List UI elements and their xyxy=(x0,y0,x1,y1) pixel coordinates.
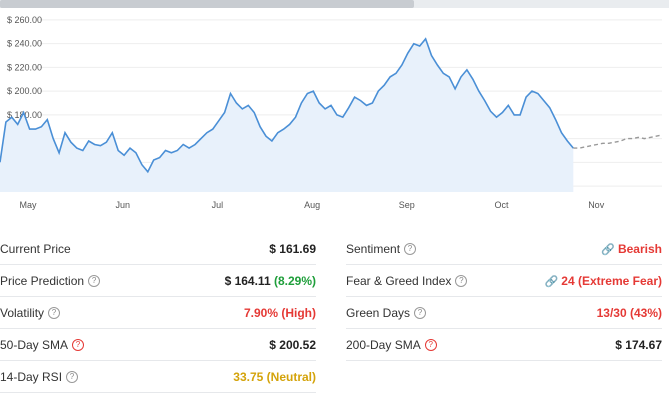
x-tick-label: Nov xyxy=(588,200,605,210)
help-icon[interactable]: ? xyxy=(455,274,468,287)
x-tick-label: May xyxy=(19,200,37,210)
stat-value: $ 164.11 xyxy=(224,273,271,288)
y-tick-label: $ 200.00 xyxy=(7,86,42,96)
x-tick-label: Jun xyxy=(115,200,130,210)
stat-label: Green Days xyxy=(346,305,411,320)
stat-label: Sentiment xyxy=(346,241,401,256)
help-icon[interactable]: ? xyxy=(424,338,437,351)
stat-label: 50-Day SMA xyxy=(0,337,69,352)
horizontal-scrollbar[interactable] xyxy=(0,0,669,8)
forecast-line xyxy=(573,134,663,149)
help-icon[interactable]: ? xyxy=(48,306,61,319)
stat-value: Bearish xyxy=(617,241,662,256)
stat-green-days: Green Days? 13/30 (43%) xyxy=(346,297,662,329)
stat-value: 33.75 (Neutral) xyxy=(233,369,316,384)
stat-label: Volatility xyxy=(0,305,45,320)
stat-label: 200-Day SMA xyxy=(346,337,421,352)
price-line xyxy=(0,37,574,174)
y-tick-label: $ 220.00 xyxy=(7,62,42,72)
link-icon[interactable]: 🔗 xyxy=(544,275,559,288)
stat-label: Current Price xyxy=(0,241,71,256)
stat-value: 13/30 (43%) xyxy=(596,305,662,320)
stat-value: $ 200.52 xyxy=(269,337,316,352)
stat-value: $ 174.67 xyxy=(615,337,662,352)
stat-volatility: Volatility? 7.90% (High) xyxy=(0,297,316,329)
stat-label: Price Prediction xyxy=(0,273,85,288)
x-tick-label: Oct xyxy=(494,200,509,210)
stat-200-day-sma: 200-Day SMA? $ 174.67 xyxy=(346,329,662,361)
link-icon[interactable]: 🔗 xyxy=(601,243,615,256)
stat-value: $ 161.69 xyxy=(269,241,316,256)
help-icon[interactable]: ? xyxy=(88,274,101,287)
stat-14-day-rsi: 14-Day RSI? 33.75 (Neutral) xyxy=(0,361,316,393)
x-tick-label: Aug xyxy=(304,200,320,210)
stat-value: 7.90% (High) xyxy=(243,305,316,320)
stat-label: Fear & Greed Index xyxy=(346,273,452,288)
stats-right: Sentiment? 🔗 Bearish Fear & Greed Index? … xyxy=(346,233,662,361)
stat-value-change: (8.29%) xyxy=(273,273,316,288)
scrollbar-thumb[interactable] xyxy=(0,0,414,8)
x-tick-label: Sep xyxy=(399,200,415,210)
stat-50-day-sma: 50-Day SMA? $ 200.52 xyxy=(0,329,316,361)
x-tick-label: Jul xyxy=(212,200,224,210)
stat-sentiment: Sentiment? 🔗 Bearish xyxy=(346,233,662,265)
stat-label: 14-Day RSI xyxy=(0,369,63,384)
price-chart: $ 260.00$ 240.00$ 220.00$ 200.00$ 180.00… xyxy=(0,15,663,210)
help-icon[interactable]: ? xyxy=(414,306,427,319)
y-tick-label: $ 240.00 xyxy=(7,39,42,49)
stat-fear-greed-index: Fear & Greed Index? 🔗 24 (Extreme Fear) xyxy=(346,265,662,297)
stat-current-price: Current Price $ 161.69 xyxy=(0,233,316,265)
stats-left: Current Price $ 161.69 Price Prediction?… xyxy=(0,233,316,393)
help-icon[interactable]: ? xyxy=(66,370,79,383)
stat-value: 24 (Extreme Fear) xyxy=(561,273,662,288)
help-icon[interactable]: ? xyxy=(72,338,85,351)
y-tick-label: $ 260.00 xyxy=(7,15,42,25)
help-icon[interactable]: ? xyxy=(404,242,417,255)
stat-price-prediction: Price Prediction? $ 164.11 (8.29%) xyxy=(0,265,316,297)
price-area xyxy=(0,38,574,193)
